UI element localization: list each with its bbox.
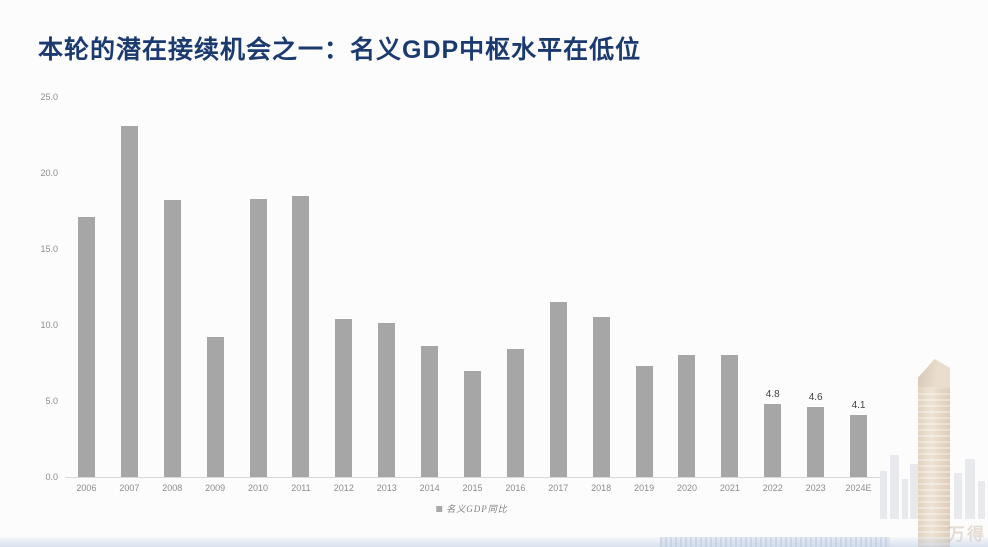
x-axis-tick-label: 2022 xyxy=(762,483,783,493)
x-axis-tick-label: 2018 xyxy=(591,483,612,493)
y-axis-tick-label: 20.0 xyxy=(40,168,58,178)
x-axis-tick-label: 2015 xyxy=(462,483,483,493)
bar-2018 xyxy=(592,317,610,477)
bar-2006 xyxy=(77,217,95,477)
bar-2021 xyxy=(721,355,739,477)
x-axis-line xyxy=(65,477,880,478)
legend-label: 名义GDP同比 xyxy=(446,504,508,514)
x-axis-tick-label: 2024E xyxy=(845,483,872,493)
x-axis-tick-label: 2020 xyxy=(676,483,697,493)
bar-value-label: 4.6 xyxy=(808,392,823,404)
x-axis-tick-label: 2021 xyxy=(719,483,740,493)
bar-2009 xyxy=(206,337,224,477)
bar-2011 xyxy=(292,195,310,477)
x-axis-tick-label: 2014 xyxy=(419,483,440,493)
bar-2016 xyxy=(506,349,524,477)
bar-2008 xyxy=(163,200,181,477)
x-axis-tick-label: 2011 xyxy=(291,483,311,493)
legend-square-icon xyxy=(436,505,443,512)
x-axis-tick-label: 2019 xyxy=(634,483,655,493)
bar-2019 xyxy=(635,366,653,477)
x-axis-tick-label: 2009 xyxy=(205,483,226,493)
bar-2017 xyxy=(549,302,567,477)
bar-value-label: 4.1 xyxy=(851,399,866,411)
bar-2010 xyxy=(249,198,267,477)
page-title: 本轮的潜在接续机会之一：名义GDP中枢水平在低位 xyxy=(38,36,642,64)
x-axis-tick-label: 2017 xyxy=(548,483,569,493)
bar-2007 xyxy=(120,125,138,477)
bar-2015 xyxy=(464,370,481,477)
x-axis-tick-label: 2007 xyxy=(119,483,140,493)
x-axis-tick-label: 2016 xyxy=(505,483,526,493)
bar-2013 xyxy=(378,323,396,477)
chart-legend: 名义GDP同比 xyxy=(436,502,508,515)
y-axis-tick-label: 0.0 xyxy=(45,472,58,482)
x-axis-tick-label: 2006 xyxy=(76,483,97,493)
y-axis-tick-label: 10.0 xyxy=(40,320,58,330)
x-axis-tick-label: 2010 xyxy=(248,483,269,493)
bar-2020 xyxy=(678,355,696,477)
y-axis-tick-label: 15.0 xyxy=(40,244,58,254)
bar-2024E xyxy=(850,414,868,477)
x-axis-tick-label: 2023 xyxy=(805,483,826,493)
bar-2014 xyxy=(421,346,439,477)
x-axis-tick-label: 2008 xyxy=(162,483,183,493)
x-axis-tick-label: 2012 xyxy=(333,483,354,493)
bar-2012 xyxy=(335,318,353,477)
bar-2023 xyxy=(807,407,825,477)
bar-value-label: 4.8 xyxy=(765,389,780,401)
bottom-band xyxy=(0,537,988,547)
bar-chart: 0.0 5.0 10.0 15.0 20.0 25.0 2006 2007 2008 2009 20… xyxy=(0,80,988,520)
y-axis-tick-label: 5.0 xyxy=(45,396,58,406)
y-axis-tick-label: 25.0 xyxy=(40,92,58,102)
x-axis-tick-label: 2013 xyxy=(376,483,397,493)
bottom-band-texture xyxy=(660,537,890,547)
bar-2022 xyxy=(764,404,782,477)
